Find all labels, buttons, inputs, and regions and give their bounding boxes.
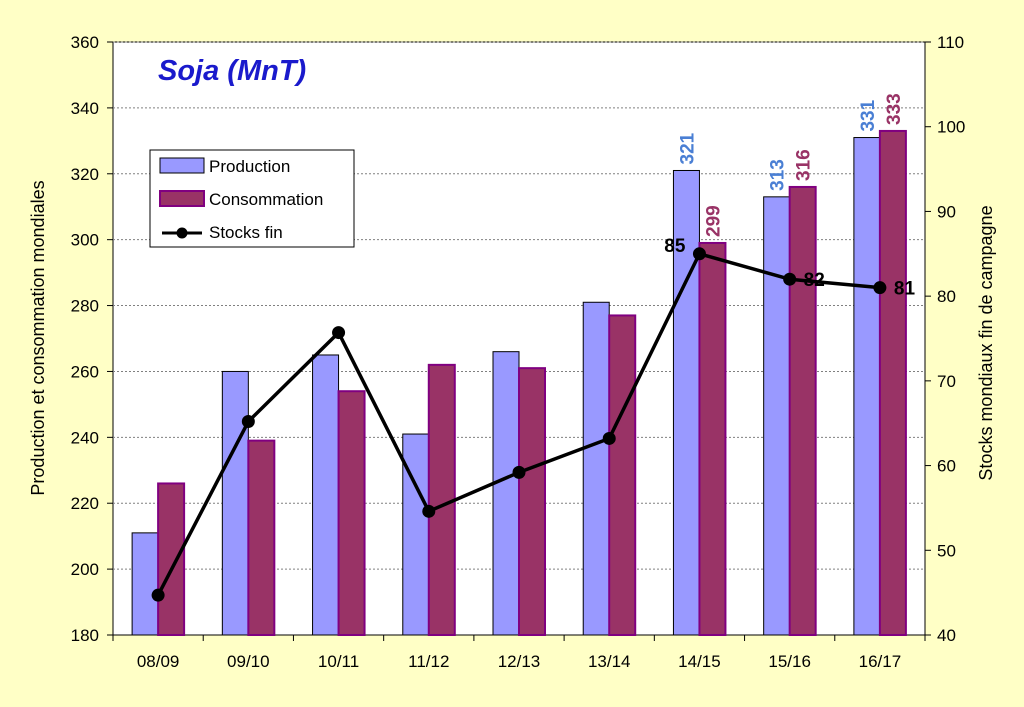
y2-tick-label: 100 [937,118,965,137]
legend-marker-stocks [176,227,188,239]
stocks-line-layer [151,247,887,602]
bar-consommation [518,367,546,636]
y2-tick-label: 40 [937,626,956,645]
stocks-point [692,247,706,261]
y-tick-label: 240 [71,428,99,447]
stocks-point [422,504,436,518]
bar-production [312,354,340,636]
y-tick-label: 340 [71,99,99,118]
chart-title: Soja (MnT) [158,55,306,87]
bar-production [492,351,520,636]
data-label-stocks: 82 [804,270,825,291]
y-axis-title: Production et consommation mondiales [28,180,48,495]
data-label-consommation: 299 [703,205,724,237]
bar-production [221,370,249,636]
legend-label-consommation: Consommation [209,190,323,209]
y2-axis-title: Stocks mondiaux fin de campagne [976,205,996,480]
bar-consommation [608,314,637,636]
bar-production [672,169,700,636]
x-tick-label: 13/14 [588,652,631,671]
data-labels-layer: 321 299 313 316 331 333 85 82 81 [664,93,915,299]
stocks-point [602,431,616,445]
data-label-stocks: 81 [894,279,916,300]
bar-consommation [788,185,817,636]
axes-layer: 180 200 220 240 260 280 300 320 340 360 40 50 60 70 80… [71,33,966,671]
x-tick-label: 09/10 [227,652,270,671]
bar-consommation [157,482,186,637]
stocks-point [151,588,165,602]
x-tick-label: 08/09 [137,652,180,671]
bars-layer [131,129,907,637]
y-tick-label: 280 [71,297,99,316]
x-tick-label: 10/11 [318,652,359,671]
y-tick-label: 180 [71,626,99,645]
legend-label-stocks: Stocks fin [209,223,283,242]
x-tick-label: 11/12 [408,652,449,671]
y-tick-label: 360 [71,33,99,52]
stocks-point [332,326,346,340]
y-tick-label: 200 [71,560,99,579]
y-tick-label: 300 [71,231,99,250]
stocks-point [873,281,887,295]
data-label-production: 331 [858,99,879,131]
y2-tick-label: 80 [937,287,956,306]
x-tick-label: 12/13 [498,652,541,671]
y-tick-label: 220 [71,494,99,513]
data-label-stocks: 85 [664,236,686,257]
bar-consommation [337,390,366,637]
bar-consommation [698,241,727,636]
y-tick-label: 320 [71,165,99,184]
bar-consommation [247,439,276,636]
bar-consommation [878,129,907,636]
y2-tick-label: 50 [937,541,956,560]
bar-production [582,301,610,636]
data-label-production: 313 [768,159,789,191]
legend-swatch-production [159,157,205,174]
bar-production [131,532,159,636]
stocks-point [241,415,255,429]
bar-production [853,137,881,636]
y2-tick-label: 90 [937,202,956,221]
data-label-consommation: 316 [794,149,815,181]
stocks-point [783,272,797,286]
y-tick-label: 260 [71,362,99,381]
legend-swatch-consommation [159,190,205,207]
stocks-point [512,465,526,479]
y2-tick-label: 110 [937,33,964,52]
x-tick-label: 15/16 [768,652,811,671]
bar-consommation [427,363,456,636]
x-tick-label: 14/15 [678,652,721,671]
x-tick-label: 16/17 [859,652,902,671]
data-label-production: 321 [677,132,698,164]
legend: Production Consommation Stocks fin [149,149,355,248]
y2-tick-label: 70 [937,372,956,391]
legend-label-production: Production [209,157,290,176]
data-label-consommation: 333 [884,93,905,125]
y2-tick-label: 60 [937,457,956,476]
bar-production [763,196,791,636]
